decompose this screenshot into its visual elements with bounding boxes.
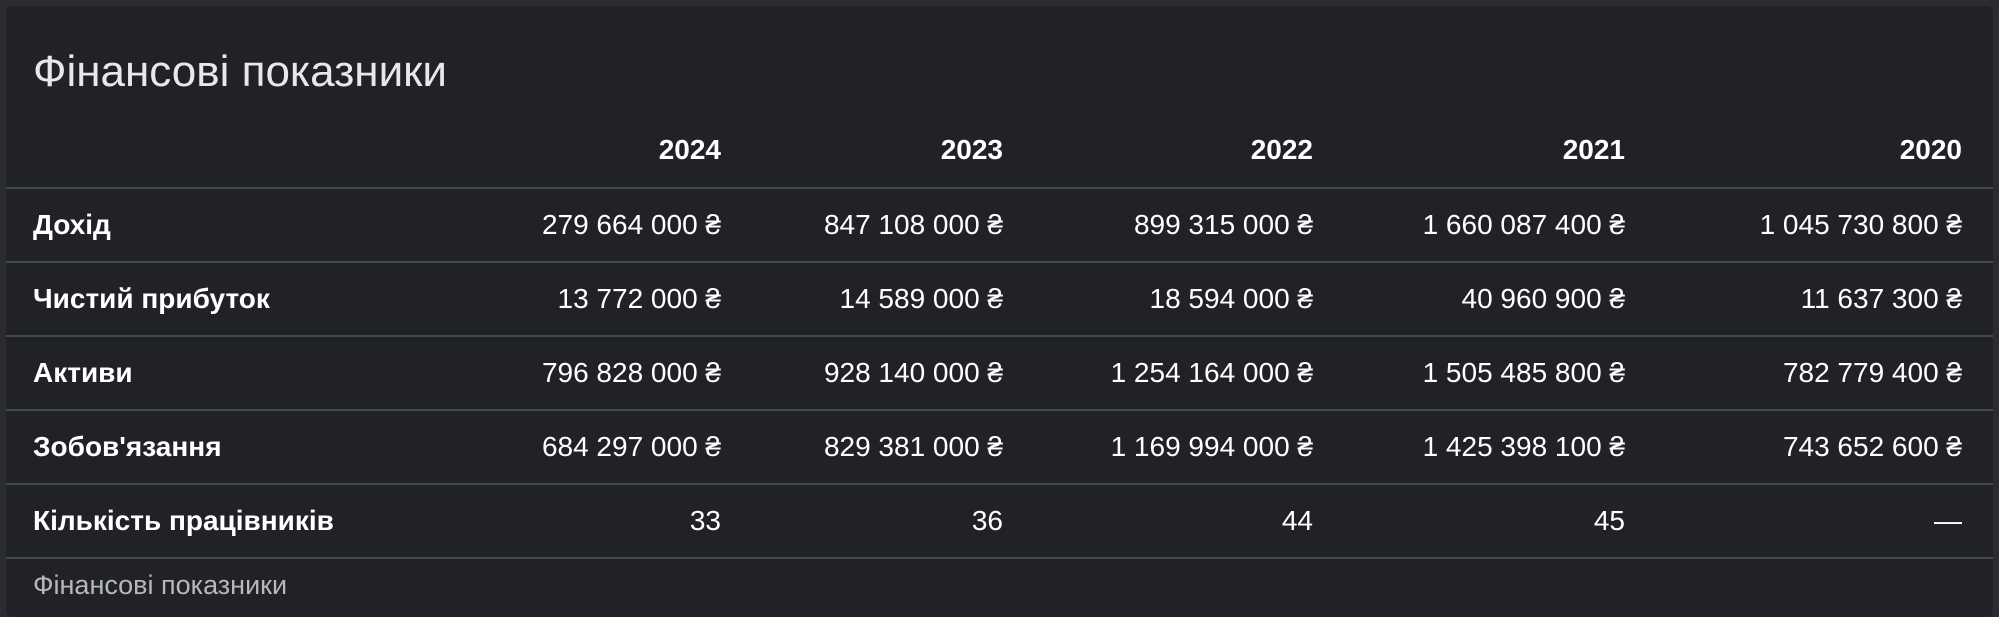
value-cell: 11 637 300 ₴ <box>1657 262 1993 337</box>
value-cell: 782 779 400 ₴ <box>1657 336 1993 411</box>
value-cell: 44 <box>1035 484 1345 559</box>
row-label: Дохід <box>6 188 456 263</box>
value-cell: 1 045 730 800 ₴ <box>1657 188 1993 263</box>
row-label: Зобов'язання <box>6 410 456 485</box>
value-cell: 847 108 000 ₴ <box>753 188 1035 263</box>
value-cell: 796 828 000 ₴ <box>456 336 753 411</box>
year-header: 2022 <box>1035 112 1345 189</box>
value-cell: 33 <box>456 484 753 559</box>
table-row: Кількість працівників 33 36 44 45 — <box>6 484 1993 559</box>
value-cell: 1 660 087 400 ₴ <box>1345 188 1657 263</box>
table-row: Зобов'язання 684 297 000 ₴ 829 381 000 ₴… <box>6 410 1993 485</box>
row-label: Кількість працівників <box>6 484 456 559</box>
value-cell: 1 425 398 100 ₴ <box>1345 410 1657 485</box>
value-cell: 40 960 900 ₴ <box>1345 262 1657 337</box>
year-header: 2021 <box>1345 112 1657 189</box>
value-cell: 45 <box>1345 484 1657 559</box>
value-cell: 13 772 000 ₴ <box>456 262 753 337</box>
value-cell: 1 254 164 000 ₴ <box>1035 336 1345 411</box>
value-cell: 1 169 994 000 ₴ <box>1035 410 1345 485</box>
year-header: 2020 <box>1657 112 1993 189</box>
year-header: 2023 <box>753 112 1035 189</box>
value-cell: 684 297 000 ₴ <box>456 410 753 485</box>
value-cell: — <box>1657 484 1993 559</box>
panel-title: Фінансові показники <box>33 47 448 96</box>
table-row: Дохід 279 664 000 ₴ 847 108 000 ₴ 899 31… <box>6 188 1993 263</box>
value-cell: 928 140 000 ₴ <box>753 336 1035 411</box>
header-empty-cell <box>6 112 456 189</box>
row-label: Активи <box>6 336 456 411</box>
table-row: Чистий прибуток 13 772 000 ₴ 14 589 000 … <box>6 262 1993 337</box>
value-cell: 36 <box>753 484 1035 559</box>
year-header: 2024 <box>456 112 753 189</box>
value-cell: 279 664 000 ₴ <box>456 188 753 263</box>
value-cell: 829 381 000 ₴ <box>753 410 1035 485</box>
financial-table: 2024 2023 2022 2021 2020 Дохід 279 664 0… <box>6 112 1993 559</box>
financial-indicators-panel: Фінансові показники 2024 2023 2022 2021 … <box>6 6 1993 617</box>
value-cell: 1 505 485 800 ₴ <box>1345 336 1657 411</box>
value-cell: 18 594 000 ₴ <box>1035 262 1345 337</box>
header-row: 2024 2023 2022 2021 2020 <box>6 112 1993 189</box>
table-caption: Фінансові показники <box>33 570 288 600</box>
value-cell: 743 652 600 ₴ <box>1657 410 1993 485</box>
value-cell: 14 589 000 ₴ <box>753 262 1035 337</box>
row-label: Чистий прибуток <box>6 262 456 337</box>
value-cell: 899 315 000 ₴ <box>1035 188 1345 263</box>
table-row: Активи 796 828 000 ₴ 928 140 000 ₴ 1 254… <box>6 336 1993 411</box>
